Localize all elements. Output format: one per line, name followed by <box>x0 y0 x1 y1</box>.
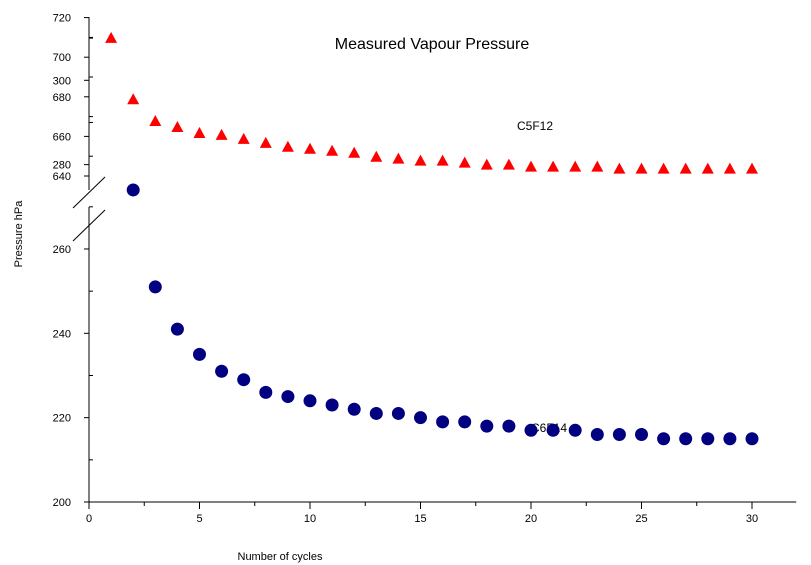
data-point-c5f12 <box>657 162 670 174</box>
y-tick-label: 220 <box>53 413 71 425</box>
y-tick-label: 260 <box>53 244 71 256</box>
data-point-c5f12 <box>392 152 405 164</box>
data-point-c5f12 <box>502 158 515 170</box>
data-point-c6f14 <box>458 415 472 429</box>
data-marks <box>105 31 759 446</box>
data-point-c5f12 <box>304 142 316 154</box>
series-label-c5f12: C5F12 <box>517 119 553 133</box>
data-point-c5f12 <box>370 150 383 162</box>
y-tick-label: 200 <box>53 497 71 509</box>
data-point-c5f12 <box>281 140 294 152</box>
y-tick-label: 320 <box>53 0 71 3</box>
data-point-c6f14 <box>391 406 405 420</box>
data-point-c6f14 <box>568 423 582 437</box>
data-point-c6f14 <box>524 423 538 437</box>
data-point-c6f14 <box>237 373 251 387</box>
data-point-c6f14 <box>303 394 317 408</box>
data-point-c6f14 <box>612 428 626 442</box>
data-point-c5f12 <box>348 146 361 158</box>
data-point-c6f14 <box>745 432 759 446</box>
x-tick-label: 5 <box>196 513 202 525</box>
data-point-c5f12 <box>193 126 206 138</box>
data-point-c6f14 <box>590 428 604 442</box>
data-point-c5f12 <box>480 158 493 170</box>
data-point-c5f12 <box>547 160 560 172</box>
data-point-c5f12 <box>723 162 736 174</box>
data-point-c6f14 <box>369 406 383 420</box>
data-point-c5f12 <box>171 121 184 132</box>
data-point-c6f14 <box>281 390 295 404</box>
data-point-c6f14 <box>126 183 140 197</box>
data-point-c6f14 <box>325 398 339 412</box>
y-tick-label: 240 <box>53 328 71 340</box>
data-point-c6f14 <box>723 432 737 446</box>
data-point-c5f12 <box>105 31 118 43</box>
data-point-c5f12 <box>679 162 692 174</box>
axis-break-mark-upper <box>72 176 106 209</box>
data-point-c6f14 <box>480 419 494 433</box>
data-point-c5f12 <box>414 154 427 166</box>
data-point-c5f12 <box>237 132 250 144</box>
data-point-c6f14 <box>657 432 671 446</box>
y-tick-label: 300 <box>53 75 71 87</box>
data-point-c6f14 <box>193 347 206 361</box>
axes: 0 5 10 15 20 25 30 200 220 240 260 280 300 320 640 660 6… <box>53 0 797 525</box>
data-point-c5f12 <box>525 160 537 172</box>
y-tick-label: 640 <box>53 171 71 183</box>
data-point-c5f12 <box>215 128 228 140</box>
y-tick-label: 700 <box>53 52 71 64</box>
data-point-c5f12 <box>127 93 140 105</box>
x-tick-label: 15 <box>414 513 426 525</box>
data-point-c5f12 <box>436 154 449 166</box>
data-point-c6f14 <box>635 428 648 442</box>
data-point-c5f12 <box>259 136 272 148</box>
data-point-c6f14 <box>148 280 162 294</box>
x-tick-label: 30 <box>746 513 758 525</box>
data-point-c5f12 <box>701 162 714 174</box>
data-point-c5f12 <box>458 156 471 168</box>
data-point-c6f14 <box>679 432 693 446</box>
chart-title: Measured Vapour Pressure <box>335 36 530 53</box>
data-point-c6f14 <box>215 364 229 378</box>
data-point-c6f14 <box>170 322 184 336</box>
y-tick-label: 660 <box>53 131 71 143</box>
y-tick-label: 720 <box>53 13 71 25</box>
data-point-c6f14 <box>259 385 273 399</box>
data-point-c6f14 <box>701 432 715 446</box>
x-axis-title: Number of cycles <box>238 551 323 563</box>
data-point-c5f12 <box>326 144 339 156</box>
data-point-c6f14 <box>502 419 516 433</box>
data-point-c6f14 <box>436 415 450 429</box>
axis-break-mark-lower <box>72 209 106 242</box>
data-point-c6f14 <box>347 402 361 416</box>
y-tick-label: 680 <box>53 92 71 104</box>
data-point-c5f12 <box>635 162 648 174</box>
data-point-c5f12 <box>149 115 162 127</box>
y-axis-title: Pressure hPa <box>13 200 25 268</box>
y-tick-label: 280 <box>53 160 71 172</box>
data-point-c6f14 <box>414 411 427 425</box>
data-point-c5f12 <box>746 162 758 174</box>
data-point-c5f12 <box>591 160 604 172</box>
x-tick-label: 25 <box>635 513 647 525</box>
x-tick-label: 20 <box>525 513 537 525</box>
x-tick-label: 0 <box>86 513 92 525</box>
data-point-c5f12 <box>613 162 626 174</box>
data-point-c6f14 <box>546 423 560 437</box>
x-tick-label: 10 <box>304 513 316 525</box>
data-point-c5f12 <box>569 160 582 172</box>
